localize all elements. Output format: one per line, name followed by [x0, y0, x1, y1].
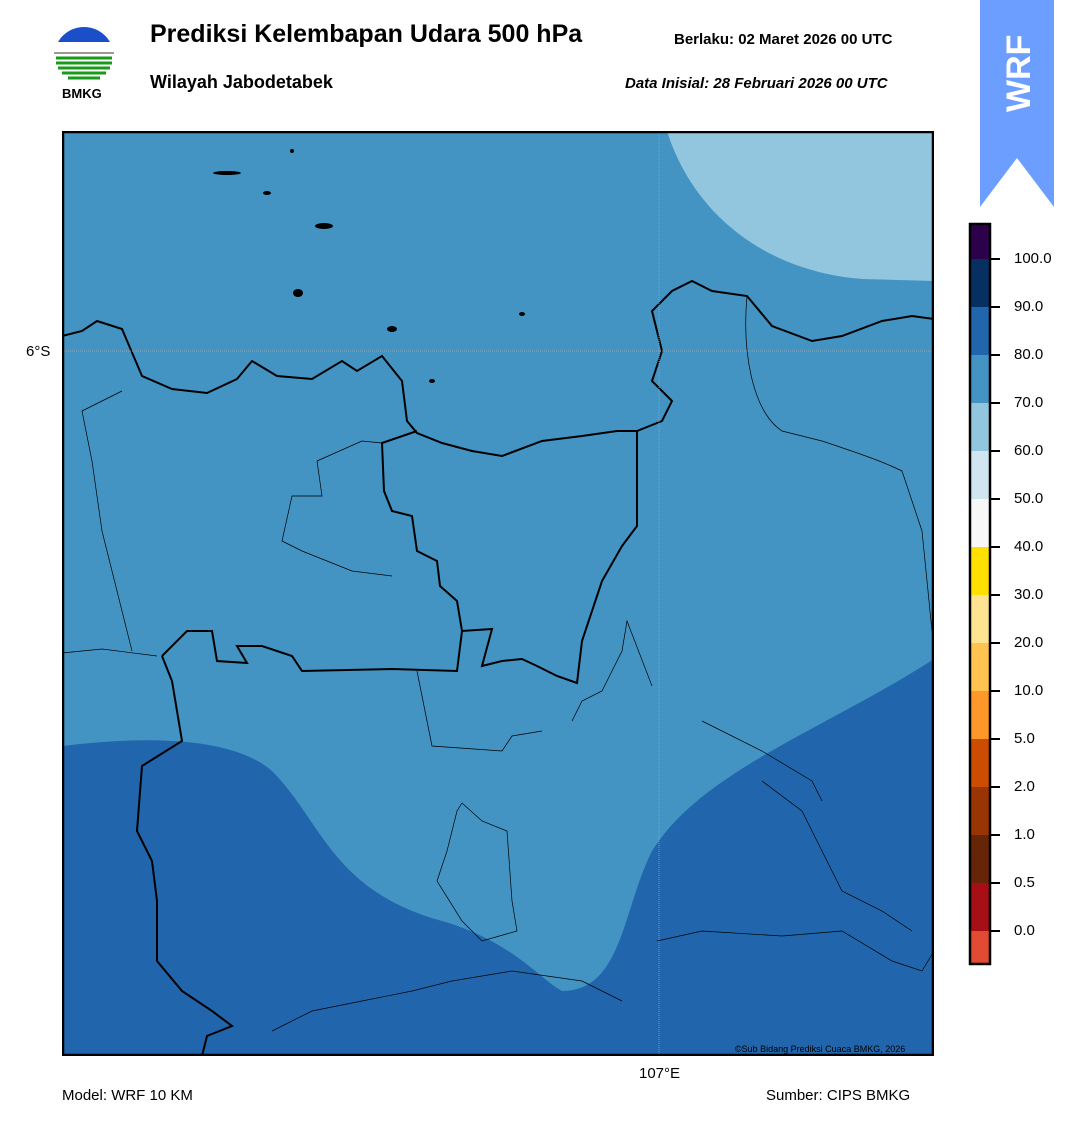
colorbar-bin: [970, 451, 990, 499]
colorbar-label: 50.0: [1014, 490, 1044, 507]
colorbar-label: 1.0: [1014, 826, 1035, 843]
islands: [213, 149, 525, 383]
colorbar-bin: [970, 224, 990, 259]
colorbar-bin: [970, 499, 990, 547]
colorbar-label: 20.0: [1014, 634, 1044, 651]
colorbar-bin: [970, 931, 990, 964]
model-label: Model: WRF 10 KM: [62, 1087, 193, 1104]
colorbar-bin: [970, 883, 990, 931]
colorbar-label: 30.0: [1014, 586, 1044, 603]
coastline: [62, 279, 934, 1056]
colorbar-bin: [970, 355, 990, 403]
map-area: [62, 131, 934, 1056]
map-subtitle: Wilayah Jabodetabek: [150, 72, 333, 92]
bmkg-logo: BMKG: [54, 23, 114, 100]
colorbar-bin: [970, 739, 990, 787]
colorbar-label: 100.0: [1014, 250, 1052, 267]
colorbar-bin: [970, 787, 990, 835]
colorbar-label: 5.0: [1014, 730, 1035, 747]
colorbar: [968, 222, 1000, 966]
valid-time: Berlaku: 02 Maret 2026 00 UTC: [674, 31, 893, 48]
copyright-text: ©Sub Bidang Prediksi Cuaca BMKG, 2026: [735, 1044, 906, 1054]
wrf-badge: WRF: [980, 0, 1054, 207]
initial-data-time: Data Inisial: 28 Februari 2026 00 UTC: [625, 75, 888, 92]
colorbar-label: 90.0: [1014, 298, 1044, 315]
colorbar-label: 80.0: [1014, 346, 1044, 363]
wrf-text: WRF: [1000, 35, 1038, 112]
colorbar-bin: [970, 835, 990, 883]
longitude-label: 107°E: [639, 1065, 681, 1082]
map-frame: [62, 131, 934, 1056]
colorbar-bin: [970, 691, 990, 739]
map-title: Prediksi Kelembapan Udara 500 hPa: [150, 20, 583, 48]
colorbar-bin: [970, 403, 990, 451]
district-boundaries: [62, 295, 934, 1032]
colorbar-label: 2.0: [1014, 778, 1035, 795]
colorbar-label: 70.0: [1014, 394, 1044, 411]
source-label: Sumber: CIPS BMKG: [766, 1087, 911, 1104]
colorbar-bin: [970, 547, 990, 595]
colorbar-bin: [970, 259, 990, 307]
colorbar-bin: [970, 307, 990, 355]
colorbar-bin: [970, 643, 990, 691]
logo-text: BMKG: [62, 86, 102, 100]
colorbar-label: 10.0: [1014, 682, 1044, 699]
colorbar-label: 40.0: [1014, 538, 1044, 555]
latitude-label: 6°S: [26, 343, 51, 360]
colorbar-label: 0.0: [1014, 922, 1035, 939]
colorbar-label: 60.0: [1014, 442, 1044, 459]
colorbar-label: 0.5: [1014, 874, 1035, 891]
colorbar-bin: [970, 595, 990, 643]
humidity-60-70-region: [667, 131, 934, 281]
humidity-80-90-region: [62, 659, 934, 1056]
